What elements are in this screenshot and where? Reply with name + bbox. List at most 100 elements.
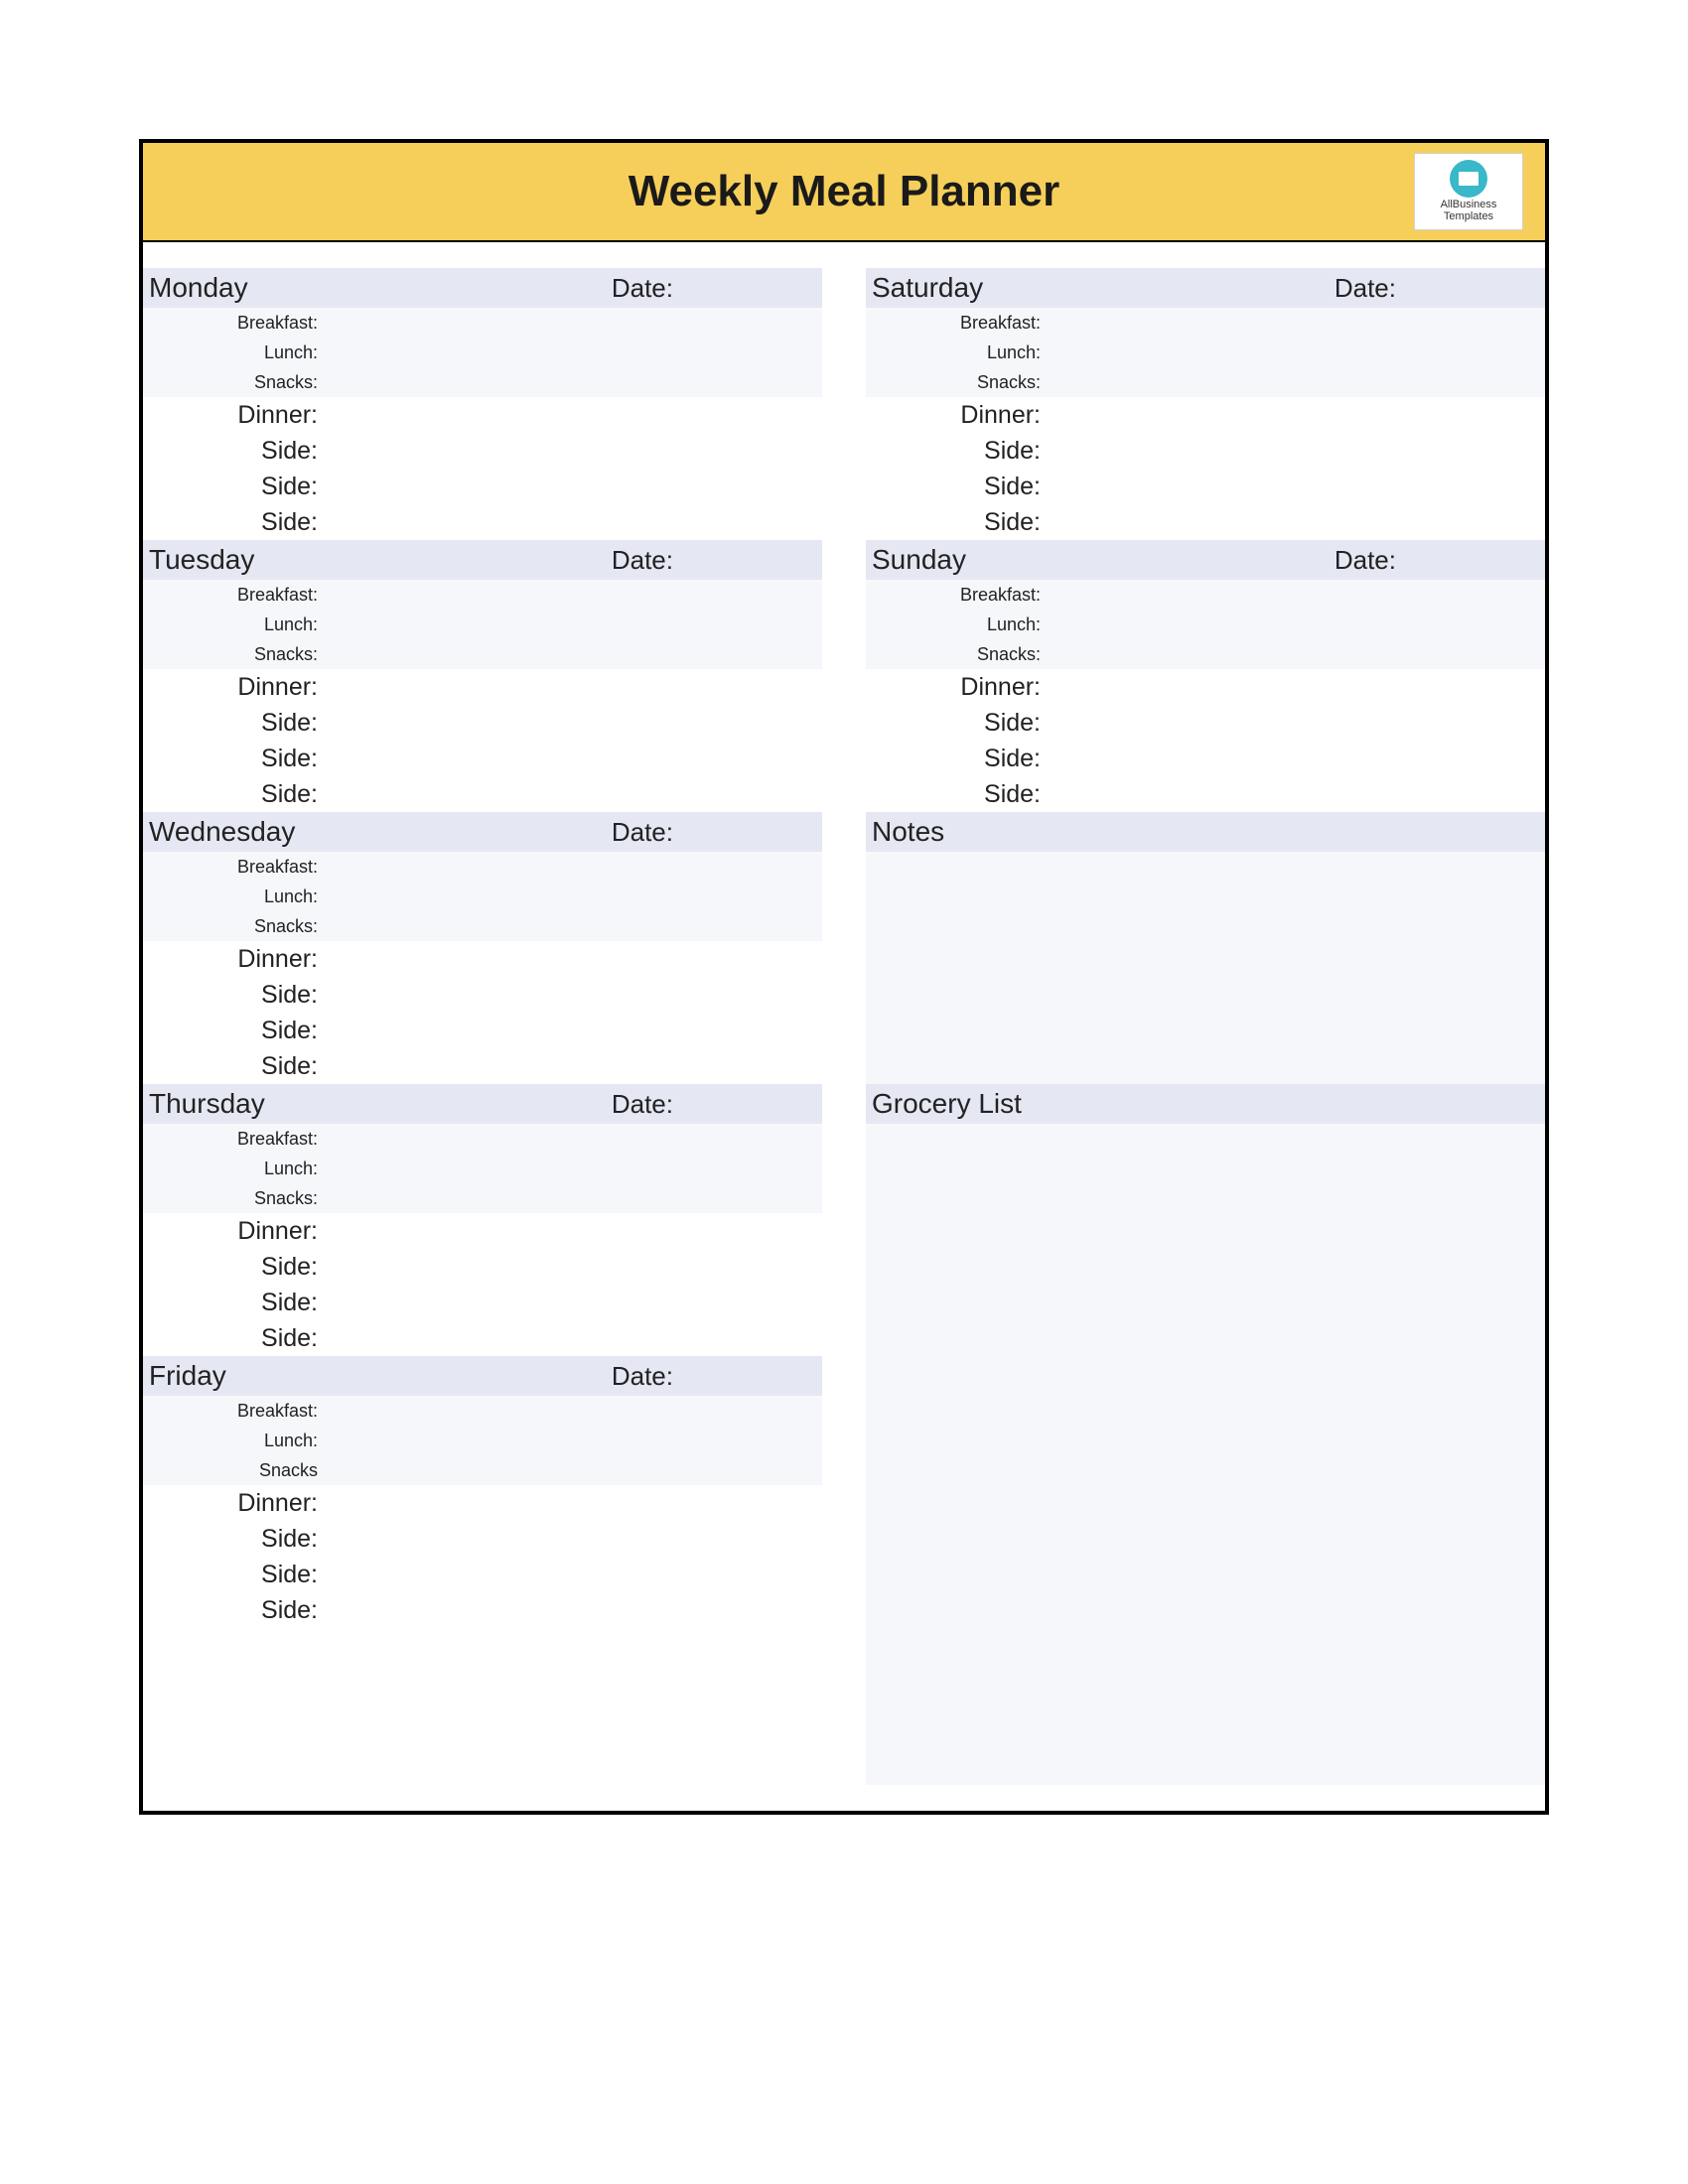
label-breakfast: Breakfast: [143, 585, 322, 606]
row-snacks: Snacks: [866, 639, 1545, 669]
label-snacks: Snacks: [143, 372, 322, 393]
row-breakfast: Breakfast: [143, 1124, 822, 1154]
row-breakfast: Breakfast: [866, 308, 1545, 338]
day-name: Saturday [866, 272, 983, 304]
row-side: Side: [143, 977, 822, 1013]
row-dinner: Dinner: [866, 397, 1545, 433]
label-side: Side: [143, 1289, 322, 1317]
label-snacks: Snacks: [866, 372, 1045, 393]
grocery-label: Grocery List [872, 1088, 1022, 1120]
day-name: Sunday [866, 544, 966, 576]
planner-container: Weekly Meal Planner AllBusiness Template… [139, 139, 1549, 1815]
label-side: Side: [866, 780, 1045, 809]
day-name: Thursday [143, 1088, 265, 1120]
grocery-head: Grocery List [866, 1084, 1545, 1124]
label-side: Side: [143, 1525, 322, 1554]
day-head-thursday: Thursday Date: [143, 1084, 822, 1124]
label-side: Side: [143, 1596, 322, 1625]
row-snacks: Snacks: [143, 639, 822, 669]
row-breakfast: Breakfast: [143, 580, 822, 610]
row-dinner: Dinner: [143, 397, 822, 433]
label-breakfast: Breakfast: [143, 1401, 322, 1422]
label-breakfast: Breakfast: [143, 857, 322, 878]
row-dinner: Dinner: [143, 1485, 822, 1521]
day-head-monday: Monday Date: [143, 268, 822, 308]
row-snacks: Snacks: [143, 911, 822, 941]
row-side: Side: [866, 469, 1545, 504]
label-side: Side: [866, 745, 1045, 773]
label-snacks: Snacks: [143, 1188, 322, 1209]
row-snacks: Snacks: [143, 367, 822, 397]
day-name: Monday [143, 272, 248, 304]
label-lunch: Lunch: [143, 614, 322, 635]
label-side: Side: [143, 508, 322, 537]
row-lunch: Lunch: [866, 610, 1545, 639]
label-side: Side: [866, 473, 1045, 501]
label-snacks: Snacks: [866, 644, 1045, 665]
label-breakfast: Breakfast: [866, 313, 1045, 334]
label-lunch: Lunch: [866, 614, 1045, 635]
row-side: Side: [143, 705, 822, 741]
row-dinner: Dinner: [143, 941, 822, 977]
row-side: Side: [866, 433, 1545, 469]
column-gap [822, 268, 866, 1785]
row-side: Side: [866, 741, 1545, 776]
label-side: Side: [143, 1561, 322, 1589]
day-head-friday: Friday Date: [143, 1356, 822, 1396]
label-side: Side: [866, 437, 1045, 466]
label-dinner: Dinner: [143, 945, 322, 974]
label-lunch: Lunch: [143, 1431, 322, 1451]
label-dinner: Dinner: [143, 1489, 322, 1518]
page-title: Weekly Meal Planner [629, 167, 1060, 216]
header-spacer [143, 242, 1545, 268]
notes-label: Notes [872, 816, 944, 848]
row-side: Side: [143, 1592, 822, 1628]
label-side: Side: [143, 437, 322, 466]
day-head-tuesday: Tuesday Date: [143, 540, 822, 580]
row-side: Side: [143, 1048, 822, 1084]
label-lunch: Lunch: [866, 342, 1045, 363]
day-name: Wednesday [143, 816, 295, 848]
row-lunch: Lunch: [143, 338, 822, 367]
notes-body [866, 852, 1545, 1084]
logo-line1: AllBusiness [1441, 199, 1497, 210]
day-name: Friday [143, 1360, 226, 1392]
row-side: Side: [143, 469, 822, 504]
grocery-body [866, 1124, 1545, 1785]
label-lunch: Lunch: [143, 1159, 322, 1179]
label-snacks: Snacks: [143, 644, 322, 665]
row-side: Side: [143, 1320, 822, 1356]
notes-head: Notes [866, 812, 1545, 852]
label-dinner: Dinner: [866, 673, 1045, 702]
row-lunch: Lunch: [143, 882, 822, 911]
label-side: Side: [143, 981, 322, 1010]
row-snacks: Snacks: [866, 367, 1545, 397]
label-snacks: Snacks [143, 1460, 322, 1481]
brand-logo: AllBusiness Templates [1414, 153, 1523, 230]
label-side: Side: [143, 1253, 322, 1282]
date-label: Date: [612, 545, 673, 576]
logo-icon [1450, 160, 1487, 198]
row-side: Side: [866, 504, 1545, 540]
day-head-wednesday: Wednesday Date: [143, 812, 822, 852]
row-side: Side: [866, 705, 1545, 741]
row-dinner: Dinner: [866, 669, 1545, 705]
row-side: Side: [866, 776, 1545, 812]
row-side: Side: [143, 741, 822, 776]
row-side: Side: [143, 504, 822, 540]
row-snacks: Snacks [143, 1455, 822, 1485]
logo-icon-inner [1459, 172, 1478, 186]
label-breakfast: Breakfast: [143, 1129, 322, 1150]
label-side: Side: [143, 1017, 322, 1045]
date-label: Date: [1335, 545, 1396, 576]
day-name: Tuesday [143, 544, 254, 576]
label-lunch: Lunch: [143, 342, 322, 363]
label-side: Side: [143, 780, 322, 809]
date-label: Date: [612, 1361, 673, 1392]
label-dinner: Dinner: [143, 401, 322, 430]
left-column: Monday Date: Breakfast: Lunch: Snacks: D… [143, 268, 822, 1785]
label-breakfast: Breakfast: [866, 585, 1045, 606]
row-side: Side: [143, 1557, 822, 1592]
logo-line2: Templates [1444, 210, 1493, 222]
row-side: Side: [143, 776, 822, 812]
